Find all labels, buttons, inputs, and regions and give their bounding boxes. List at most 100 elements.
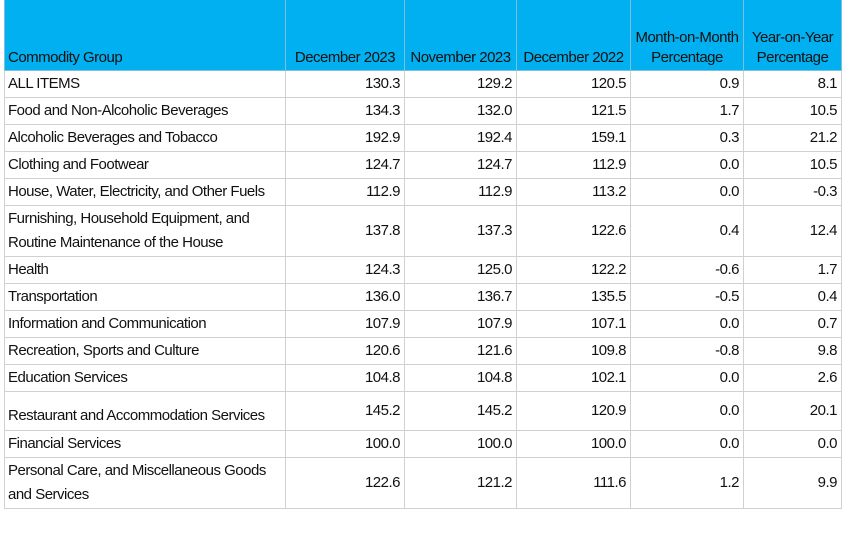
cell-dec-2022[interactable]: 102.1 <box>516 364 631 392</box>
cell-dec-2023[interactable]: 136.0 <box>285 283 405 311</box>
cell-commodity[interactable]: Information and Communication <box>4 310 286 338</box>
cell-yoy[interactable]: 0.0 <box>743 430 842 458</box>
cell-commodity[interactable]: Furnishing, Household Equipment, and Rou… <box>4 205 286 257</box>
cell-dec-2023[interactable]: 112.9 <box>285 178 405 206</box>
table-row: Food and Non-Alcoholic Beverages 134.3 1… <box>4 97 842 125</box>
cell-dec-2022[interactable]: 120.5 <box>516 70 631 98</box>
cell-nov-2023[interactable]: 145.2 <box>404 391 517 431</box>
cell-yoy[interactable]: 9.9 <box>743 457 842 509</box>
cell-dec-2023[interactable]: 124.3 <box>285 256 405 284</box>
cell-commodity[interactable]: Financial Services <box>4 430 286 458</box>
cell-mom[interactable]: 0.4 <box>630 205 744 257</box>
cell-nov-2023[interactable]: 137.3 <box>404 205 517 257</box>
cell-dec-2022[interactable]: 122.2 <box>516 256 631 284</box>
cell-dec-2023[interactable]: 124.7 <box>285 151 405 179</box>
cell-commodity[interactable]: Education Services <box>4 364 286 392</box>
cell-yoy[interactable]: 9.8 <box>743 337 842 365</box>
table-row: Information and Communication 107.9 107.… <box>4 310 842 338</box>
cell-dec-2022[interactable]: 111.6 <box>516 457 631 509</box>
cell-mom[interactable]: 0.0 <box>630 430 744 458</box>
cell-yoy[interactable]: 10.5 <box>743 151 842 179</box>
header-commodity-group-label: Commodity Group <box>8 49 123 66</box>
cell-mom[interactable]: 1.2 <box>630 457 744 509</box>
cell-nov-2023[interactable]: 124.7 <box>404 151 517 179</box>
header-yoy[interactable]: Year-on-Year Percentage <box>743 0 842 71</box>
cell-nov-2023[interactable]: 107.9 <box>404 310 517 338</box>
cell-commodity[interactable]: Health <box>4 256 286 284</box>
cell-dec-2022[interactable]: 109.8 <box>516 337 631 365</box>
cell-mom[interactable]: -0.5 <box>630 283 744 311</box>
cell-dec-2022[interactable]: 112.9 <box>516 151 631 179</box>
cell-mom[interactable]: 0.0 <box>630 310 744 338</box>
cell-yoy[interactable]: 2.6 <box>743 364 842 392</box>
cell-mom[interactable]: 0.9 <box>630 70 744 98</box>
cell-yoy[interactable]: 0.7 <box>743 310 842 338</box>
cell-dec-2022[interactable]: 100.0 <box>516 430 631 458</box>
cell-dec-2022[interactable]: 121.5 <box>516 97 631 125</box>
cell-nov-2023[interactable]: 132.0 <box>404 97 517 125</box>
cell-dec-2022[interactable]: 159.1 <box>516 124 631 152</box>
cell-dec-2022[interactable]: 113.2 <box>516 178 631 206</box>
cell-nov-2023[interactable]: 104.8 <box>404 364 517 392</box>
cell-nov-2023[interactable]: 136.7 <box>404 283 517 311</box>
cell-yoy[interactable]: 0.4 <box>743 283 842 311</box>
cell-nov-2023[interactable]: 129.2 <box>404 70 517 98</box>
cell-nov-2023[interactable]: 100.0 <box>404 430 517 458</box>
cell-dec-2023[interactable]: 137.8 <box>285 205 405 257</box>
cell-nov-2023[interactable]: 112.9 <box>404 178 517 206</box>
cell-dec-2022[interactable]: 135.5 <box>516 283 631 311</box>
cell-yoy[interactable]: -0.3 <box>743 178 842 206</box>
cell-mom[interactable]: 1.7 <box>630 97 744 125</box>
cell-dec-2022[interactable]: 107.1 <box>516 310 631 338</box>
table-row: Recreation, Sports and Culture 120.6 121… <box>4 337 842 365</box>
cell-yoy[interactable]: 10.5 <box>743 97 842 125</box>
cell-dec-2023[interactable]: 104.8 <box>285 364 405 392</box>
cell-yoy[interactable]: 1.7 <box>743 256 842 284</box>
cell-mom[interactable]: 0.3 <box>630 124 744 152</box>
cell-commodity[interactable]: House, Water, Electricity, and Other Fue… <box>4 178 286 206</box>
cell-mom[interactable]: 0.0 <box>630 151 744 179</box>
header-dec-2023[interactable]: December 2023 <box>285 0 405 71</box>
header-nov-2023[interactable]: November 2023 <box>404 0 517 71</box>
cell-commodity[interactable]: Recreation, Sports and Culture <box>4 337 286 365</box>
cell-dec-2023[interactable]: 130.3 <box>285 70 405 98</box>
cell-dec-2023[interactable]: 107.9 <box>285 310 405 338</box>
table-row: Education Services 104.8 104.8 102.1 0.0… <box>4 364 842 392</box>
cell-nov-2023[interactable]: 125.0 <box>404 256 517 284</box>
cell-nov-2023[interactable]: 121.2 <box>404 457 517 509</box>
cell-commodity[interactable]: Food and Non-Alcoholic Beverages <box>4 97 286 125</box>
header-commodity-group[interactable]: Commodity Group <box>4 0 286 71</box>
cell-dec-2022[interactable]: 120.9 <box>516 391 631 431</box>
cell-dec-2023[interactable]: 134.3 <box>285 97 405 125</box>
cell-dec-2023[interactable]: 122.6 <box>285 457 405 509</box>
cell-dec-2022[interactable]: 122.6 <box>516 205 631 257</box>
cell-yoy[interactable]: 20.1 <box>743 391 842 431</box>
cpi-table: Commodity Group December 2023 November 2… <box>4 0 842 509</box>
cell-mom[interactable]: -0.6 <box>630 256 744 284</box>
cell-commodity[interactable]: Transportation <box>4 283 286 311</box>
cell-nov-2023[interactable]: 121.6 <box>404 337 517 365</box>
cell-dec-2023[interactable]: 100.0 <box>285 430 405 458</box>
table-row: Transportation 136.0 136.7 135.5 -0.5 0.… <box>4 283 842 311</box>
cell-commodity[interactable]: ALL ITEMS <box>4 70 286 98</box>
table-row: Clothing and Footwear 124.7 124.7 112.9 … <box>4 151 842 179</box>
cell-yoy[interactable]: 12.4 <box>743 205 842 257</box>
cell-mom[interactable]: -0.8 <box>630 337 744 365</box>
cell-commodity[interactable]: Clothing and Footwear <box>4 151 286 179</box>
cell-dec-2023[interactable]: 145.2 <box>285 391 405 431</box>
header-yoy-line1: Year-on-Year <box>751 29 834 46</box>
cell-yoy[interactable]: 21.2 <box>743 124 842 152</box>
cell-dec-2023[interactable]: 192.9 <box>285 124 405 152</box>
table-row: Health 124.3 125.0 122.2 -0.6 1.7 <box>4 256 842 284</box>
cell-mom[interactable]: 0.0 <box>630 364 744 392</box>
header-dec-2022[interactable]: December 2022 <box>516 0 631 71</box>
cell-yoy[interactable]: 8.1 <box>743 70 842 98</box>
cell-commodity[interactable]: Personal Care, and Miscellaneous Goods a… <box>4 457 286 509</box>
cell-mom[interactable]: 0.0 <box>630 391 744 431</box>
cell-nov-2023[interactable]: 192.4 <box>404 124 517 152</box>
cell-commodity[interactable]: Restaurant and Accommodation Services <box>4 391 286 431</box>
cell-mom[interactable]: 0.0 <box>630 178 744 206</box>
header-mom[interactable]: Month-on-Month Percentage <box>630 0 744 71</box>
cell-commodity[interactable]: Alcoholic Beverages and Tobacco <box>4 124 286 152</box>
cell-dec-2023[interactable]: 120.6 <box>285 337 405 365</box>
